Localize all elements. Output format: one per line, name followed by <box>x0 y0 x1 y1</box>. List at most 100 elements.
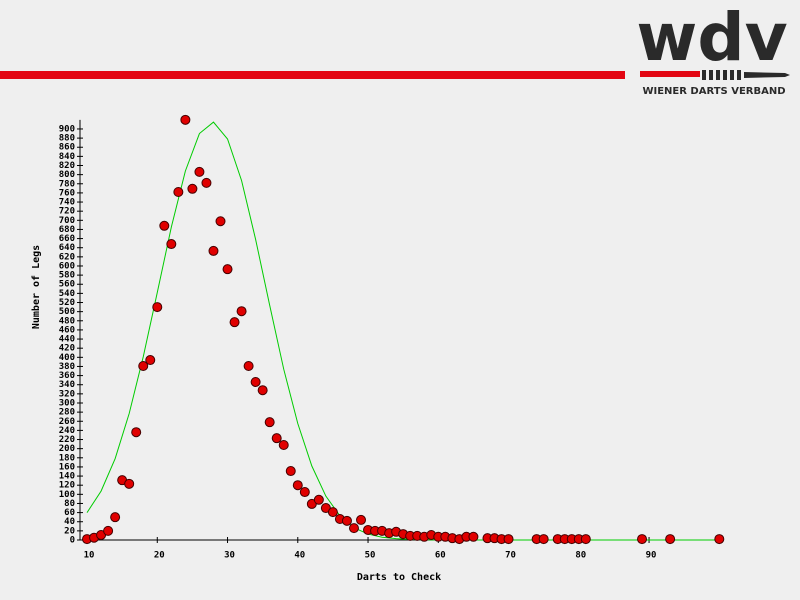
fit-line <box>86 121 720 541</box>
data-point <box>714 534 725 545</box>
data-point <box>285 466 296 477</box>
y-tick-label: 340 <box>59 380 75 390</box>
data-point <box>468 531 479 542</box>
y-tick-label: 700 <box>59 216 75 226</box>
y-tick-label: 440 <box>59 335 75 345</box>
y-tick-label: 220 <box>59 435 75 445</box>
data-point <box>187 183 198 194</box>
y-tick-label: 160 <box>59 462 75 472</box>
data-point <box>124 478 135 489</box>
y-tick-label: 420 <box>59 344 75 354</box>
y-tick-label: 540 <box>59 289 75 299</box>
data-point <box>299 487 310 498</box>
x-tick-label: 80 <box>575 551 586 561</box>
data-point <box>327 507 338 518</box>
y-tick-label: 480 <box>59 316 75 326</box>
data-point <box>103 525 114 536</box>
y-tick-label: 140 <box>59 472 75 482</box>
y-tick-label: 660 <box>59 234 75 244</box>
data-point <box>180 114 191 125</box>
data-point <box>138 360 149 371</box>
data-point <box>348 523 359 534</box>
x-tick-label: 60 <box>435 551 446 561</box>
y-tick-label: 820 <box>59 161 75 171</box>
y-tick-label: 320 <box>59 389 75 399</box>
y-tick-label: 560 <box>59 280 75 290</box>
x-tick-label: 30 <box>224 551 235 561</box>
x-tick-label: 90 <box>646 551 657 561</box>
data-point <box>637 534 648 545</box>
data-point <box>145 355 156 366</box>
x-tick-label: 40 <box>294 551 305 561</box>
y-tick-label: 300 <box>59 398 75 408</box>
y-tick-label: 780 <box>59 179 75 189</box>
y-tick-label: 400 <box>59 353 75 363</box>
y-tick-label: 120 <box>59 481 75 491</box>
y-tick-label: 100 <box>59 490 75 500</box>
y-tick-label: 580 <box>59 271 75 281</box>
header-bar <box>0 71 625 79</box>
x-tick-label: 50 <box>365 551 376 561</box>
y-tick-label: 180 <box>59 453 75 463</box>
data-point <box>264 417 275 428</box>
data-point <box>356 514 367 525</box>
data-point <box>208 245 219 256</box>
y-tick-label: 280 <box>59 408 75 418</box>
data-point <box>236 306 247 317</box>
y-tick-label: 60 <box>64 508 75 518</box>
data-point <box>152 302 163 313</box>
y-tick-label: 380 <box>59 362 75 372</box>
data-point <box>292 480 303 491</box>
y-tick-label: 640 <box>59 243 75 253</box>
y-tick-label: 680 <box>59 225 75 235</box>
y-tick-label: 900 <box>59 124 75 134</box>
y-tick-label: 460 <box>59 325 75 335</box>
x-tick-label: 10 <box>84 551 95 561</box>
data-point <box>201 177 212 188</box>
data-point <box>313 494 324 505</box>
y-tick-label: 860 <box>59 143 75 153</box>
logo-stripes <box>640 70 790 80</box>
y-tick-label: 500 <box>59 307 75 317</box>
data-point <box>250 376 261 387</box>
y-tick-label: 800 <box>59 170 75 180</box>
data-point <box>278 440 289 451</box>
data-point <box>159 220 170 231</box>
data-point <box>222 264 233 275</box>
y-tick-label: 80 <box>64 499 75 509</box>
data-point <box>538 534 549 545</box>
x-axis-label: Darts to Check <box>357 572 441 583</box>
y-tick-label: 260 <box>59 417 75 427</box>
data-point <box>665 534 676 545</box>
data-point <box>243 360 254 371</box>
data-point <box>229 317 240 328</box>
y-tick-label: 600 <box>59 261 75 271</box>
data-point <box>503 534 514 545</box>
y-axis-label: Number of Legs <box>31 245 42 329</box>
data-point <box>194 166 205 177</box>
x-tick-label: 70 <box>505 551 516 561</box>
y-tick-label: 360 <box>59 371 75 381</box>
data-point <box>580 534 591 545</box>
y-tick-label: 740 <box>59 198 75 208</box>
data-point <box>131 427 142 438</box>
data-point <box>341 515 352 526</box>
logo-text: wdv <box>636 0 787 76</box>
data-point <box>271 433 282 444</box>
y-tick-label: 240 <box>59 426 75 436</box>
y-tick-label: 520 <box>59 298 75 308</box>
data-point <box>215 216 226 227</box>
y-tick-label: 880 <box>59 134 75 144</box>
y-tick-label: 620 <box>59 252 75 262</box>
logo-subtitle: WIENER DARTS VERBAND <box>642 86 785 97</box>
y-tick-label: 20 <box>64 526 75 536</box>
y-tick-label: 840 <box>59 152 75 162</box>
y-tick-label: 0 <box>70 536 75 546</box>
y-tick-label: 720 <box>59 207 75 217</box>
y-tick-label: 200 <box>59 444 75 454</box>
x-tick-label: 20 <box>154 551 165 561</box>
data-point <box>166 239 177 250</box>
data-point <box>257 385 268 396</box>
